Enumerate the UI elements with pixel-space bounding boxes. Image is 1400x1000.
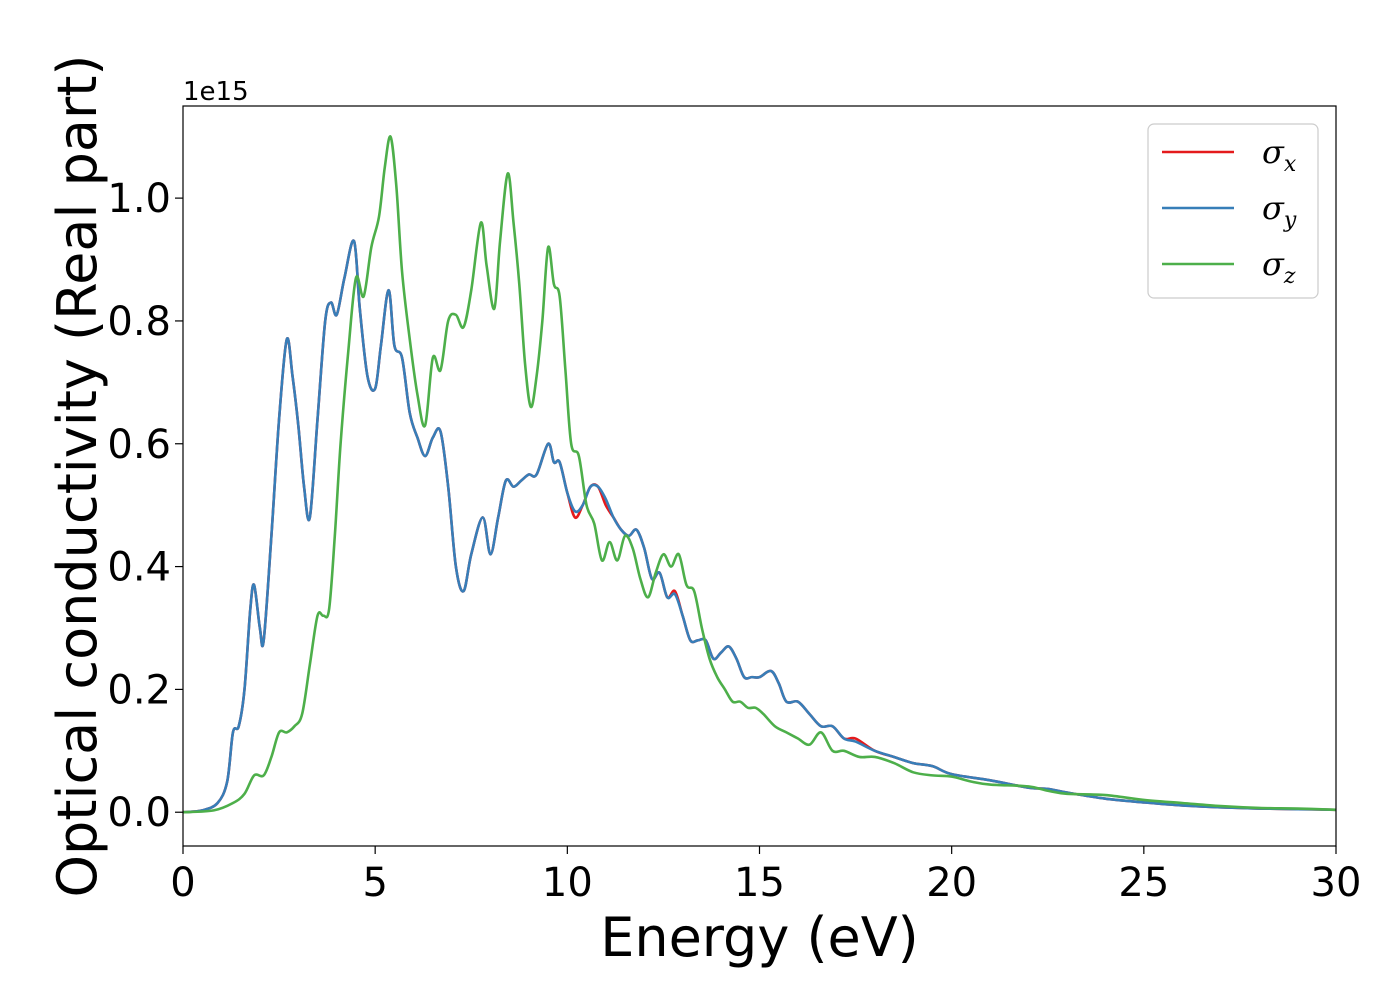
x-tick-label: 0 — [170, 860, 195, 906]
legend-label: σy — [1262, 189, 1297, 233]
y-tick-label: 0.2 — [107, 667, 171, 713]
x-axis-ticks: 0 5 10 15 20 25 30 — [170, 846, 1361, 906]
x-tick-label: 15 — [734, 860, 785, 906]
y-tick-label: 0.0 — [107, 790, 171, 836]
x-tick-label: 30 — [1311, 860, 1362, 906]
x-tick-label: 5 — [362, 860, 387, 906]
series-line-y — [183, 239, 1336, 814]
legend-label: σz — [1262, 245, 1296, 289]
legend: σx σy σz — [1147, 123, 1319, 299]
x-tick-label: 10 — [542, 860, 593, 906]
x-tick-label: 20 — [926, 860, 977, 906]
series-line-x — [183, 239, 1336, 814]
y-tick-label: 0.6 — [107, 422, 171, 468]
legend-box — [1147, 123, 1319, 299]
legend-label: σx — [1262, 133, 1297, 177]
y-tick-label: 1.0 — [107, 176, 171, 222]
legend-item-y: σy — [1162, 189, 1297, 233]
x-axis-label: Energy (eV) — [600, 906, 919, 969]
y-tick-label: 0.4 — [107, 545, 171, 591]
legend-item-z: σz — [1162, 245, 1296, 289]
y-tick-label: 0.8 — [107, 299, 171, 345]
series-line-z — [183, 135, 1336, 814]
legend-item-x: σx — [1162, 133, 1297, 177]
y-axis-offset-label: 1e15 — [183, 77, 249, 107]
series-lines — [183, 135, 1336, 814]
y-axis-ticks: 0.0 0.2 0.4 0.6 0.8 1.0 — [107, 176, 183, 836]
x-tick-label: 25 — [1118, 860, 1169, 906]
y-axis-label: Optical conductivity (Real part) — [46, 55, 109, 898]
